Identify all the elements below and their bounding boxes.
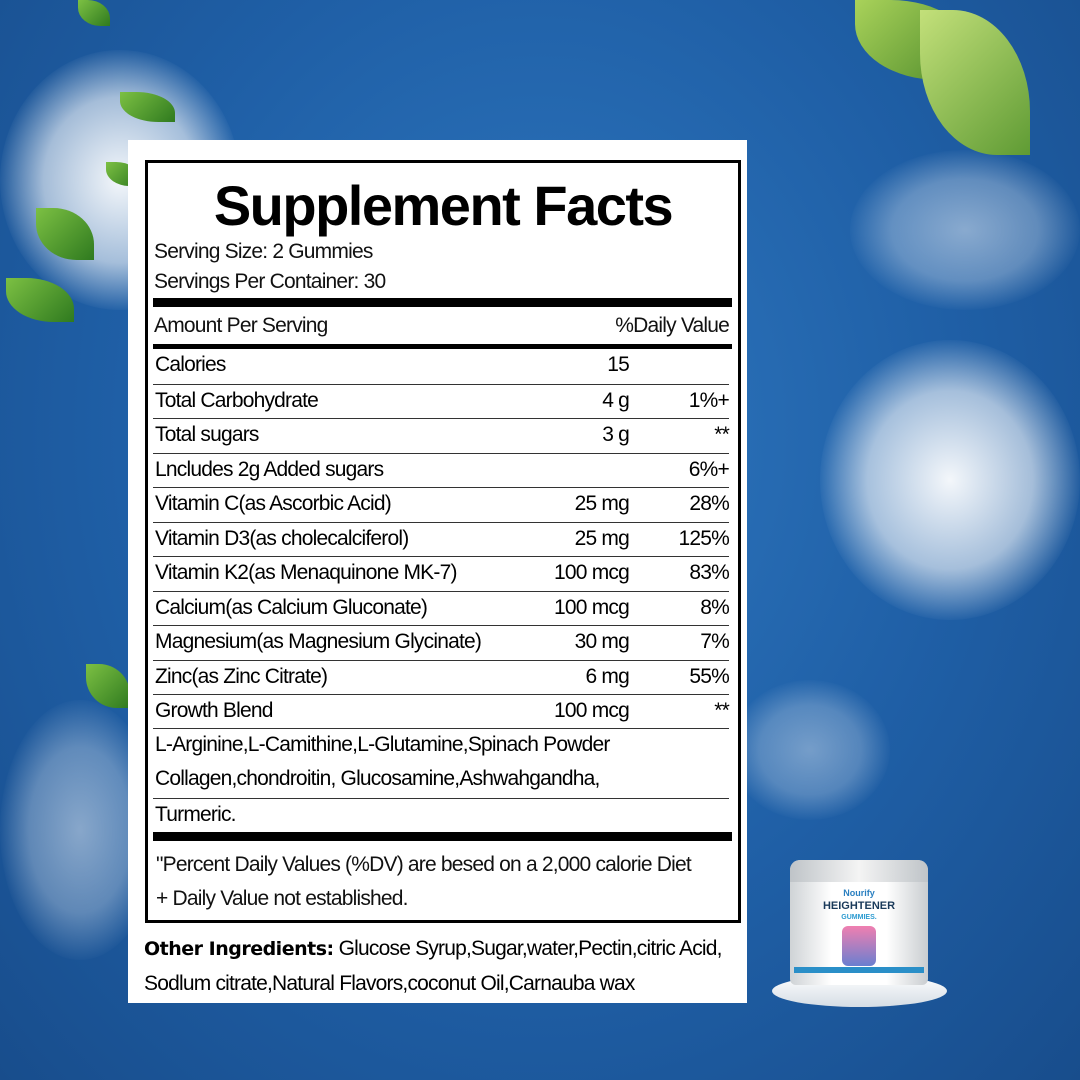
product-sub: GUMMIES. [841, 914, 877, 921]
nutrient-row: Total Carbohydrate 4 g 1%+ [153, 383, 730, 419]
monstera-leaf-icon [920, 10, 1030, 155]
nutrient-name: Total sugars [155, 423, 259, 446]
cloud [820, 340, 1080, 620]
nutrient-dv: 83% [689, 561, 729, 584]
servings-per-container: Servings Per Container: 30 [154, 270, 386, 293]
nutrient-amount: 25 mg [574, 492, 630, 515]
divider-medium [153, 344, 732, 349]
nutrient-dv: 8% [700, 595, 730, 619]
nutrient-name: Calories [155, 353, 226, 376]
blend-line: L-Arginine,L-Camithine,L-Glutamine,Spina… [155, 733, 610, 756]
nutrient-amount: 3 g [602, 423, 630, 446]
other-ingredients-cont: Sodlum citrate,Natural Flavors,coconut O… [144, 972, 635, 995]
nutrient-row: Zinc(as Zinc Citrate) 6 mg 55% [153, 659, 730, 695]
nutrient-amount: 100 mcg [554, 595, 630, 619]
nutrient-dv: 28% [689, 492, 729, 515]
cloud [850, 150, 1080, 310]
nutrient-row: Vitamin D3(as cholecalciferol) 25 mg 125% [153, 521, 730, 557]
facts-title: Supplement Facts [213, 174, 674, 237]
amount-header: Amount Per Serving [154, 314, 328, 337]
nutrient-amount: 4 g [602, 388, 630, 412]
nutrient-row: Vitamin C(as Ascorbic Acid) 25 mg 28% [153, 487, 730, 522]
nutrient-amount: 15 [607, 353, 630, 376]
blend-ingredients: L-Arginine,L-Camithine,L-Glutamine,Spina… [153, 728, 729, 790]
nutrient-name: Zinc(as Zinc Citrate) [155, 664, 328, 688]
footnote-not-established: + Daily Value not established. [156, 887, 409, 910]
nutrient-name: Calcium(as Calcium Gluconate) [155, 595, 428, 619]
nutrient-row: Growth Blend 100 mcg ** [153, 694, 730, 729]
product-illustration [842, 926, 876, 966]
other-ingredients-label: Other Ingredients: [144, 938, 334, 960]
product-jar: Nourify HEIGHTENER GUMMIES. [790, 860, 928, 985]
nutrient-row: Magnesium(as Magnesium Glycinate) 30 mg 7% [153, 625, 730, 660]
nutrient-amount: 6 mg [585, 664, 630, 688]
other-ingredients-text: Glucose Syrup,Sugar,water,Pectin,citric … [333, 937, 723, 960]
footnote-dv: "Percent Daily Values (%DV) are besed on… [156, 853, 692, 876]
nutrient-amount: 30 mg [574, 630, 630, 653]
blend-line: Turmeric. [155, 803, 236, 826]
cloud [730, 680, 890, 820]
nutrient-name: Total Carbohydrate [155, 388, 319, 412]
divider-thick [153, 832, 732, 841]
nutrient-row: Calories 15 [153, 349, 729, 384]
nutrient-name: Vitamin D3(as cholecalciferol) [155, 526, 409, 550]
serving-size: Serving Size: 2 Gummies [154, 240, 373, 263]
leaf-icon [78, 0, 110, 26]
nutrient-dv: ** [714, 423, 730, 446]
nutrient-name: Vitamin K2(as Menaquinone MK-7) [155, 561, 457, 584]
jar-lid [790, 860, 928, 882]
facts-panel: Supplement Facts Serving Size: 2 Gummies… [145, 160, 741, 923]
nutrient-row: Lncludes 2g Added sugars 6%+ [153, 452, 730, 488]
nutrient-name: Lncludes 2g Added sugars [155, 457, 384, 481]
nutrient-row: Calcium(as Calcium Gluconate) 100 mcg 8% [153, 590, 730, 626]
nutrient-dv: 6%+ [688, 457, 730, 481]
nutrient-dv: ** [714, 699, 730, 722]
dv-header: %Daily Value [615, 314, 730, 337]
blend-line: Collagen,chondroitin, Glucosamine,Ashwah… [155, 767, 600, 790]
nutrient-name: Vitamin C(as Ascorbic Acid) [155, 492, 392, 515]
product-name: HEIGHTENER [822, 900, 896, 912]
nutrient-amount: 100 mcg [554, 699, 630, 722]
divider-thick [153, 298, 732, 307]
nutrient-dv: 1%+ [688, 388, 730, 412]
nutrient-amount: 100 mcg [554, 561, 630, 584]
nutrient-row: Vitamin K2(as Menaquinone MK-7) 100 mcg 83… [153, 556, 730, 591]
nutrient-dv: 125% [678, 526, 729, 550]
nutrient-row: Total sugars 3 g ** [153, 418, 730, 453]
supplement-facts-card: Supplement Facts Serving Size: 2 Gummies… [128, 140, 747, 1003]
nutrient-amount: 25 mg [574, 526, 630, 550]
other-ingredients: Other Ingredients: Glucose Syrup,Sugar,w… [144, 937, 722, 961]
nutrient-name: Magnesium(as Magnesium Glycinate) [155, 630, 482, 653]
nutrient-dv: 7% [700, 630, 730, 653]
jar-stripe [794, 967, 924, 973]
nutrient-name: Growth Blend [155, 699, 273, 722]
product-brand: Nourify [843, 888, 875, 898]
blend-ingredients-cont: Turmeric. [153, 798, 729, 833]
nutrient-dv: 55% [689, 664, 729, 688]
